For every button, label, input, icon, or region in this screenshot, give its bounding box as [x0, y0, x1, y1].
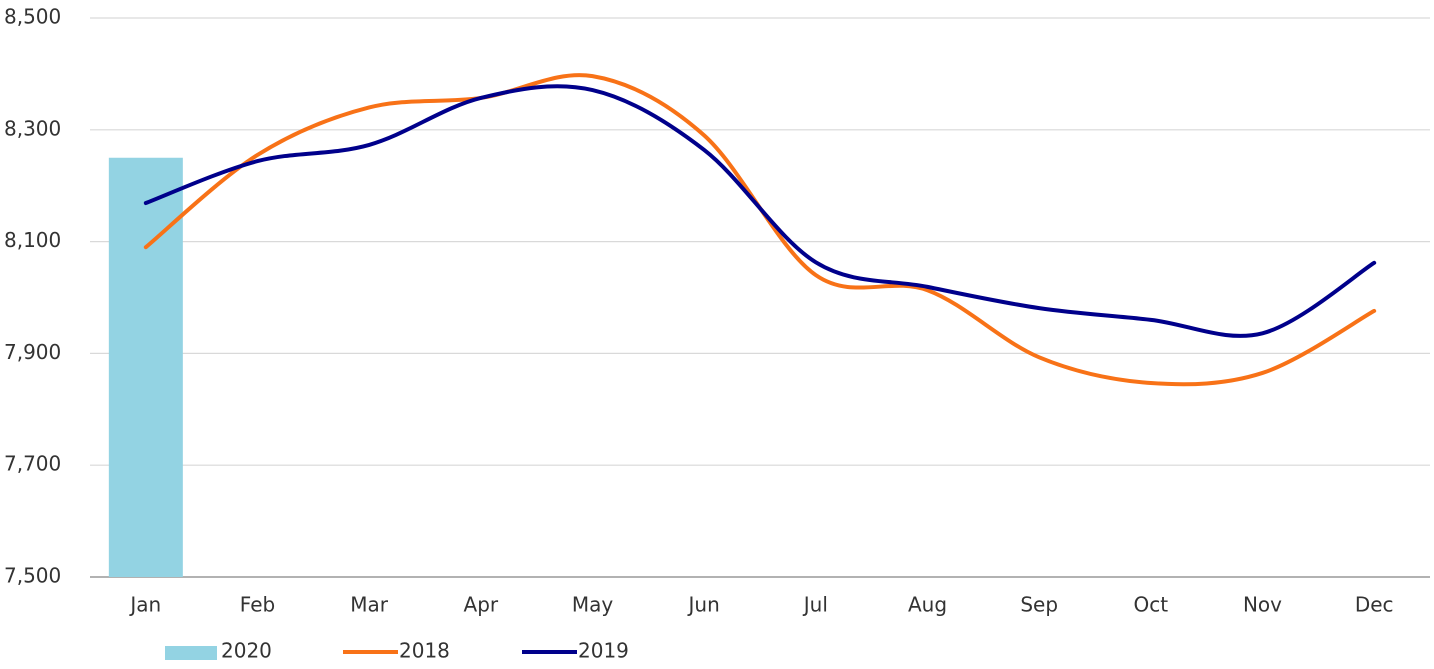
line [143, 73, 1377, 387]
legend-label: 2019 [578, 639, 629, 663]
y-tick-label: 7,700 [4, 452, 61, 476]
x-tick-label: Oct [1134, 593, 1169, 617]
legend-label: 2020 [221, 639, 272, 663]
legend-swatch [165, 646, 217, 660]
x-tick-label: Nov [1243, 593, 1282, 617]
x-tick-label: Dec [1355, 593, 1394, 617]
x-tick-label: Jan [128, 593, 161, 617]
line [143, 84, 1377, 338]
y-tick-label: 7,900 [4, 340, 61, 364]
y-tick-label: 7,500 [4, 564, 61, 588]
x-tick-label: May [572, 593, 614, 617]
x-tick-label: Sep [1020, 593, 1058, 617]
y-tick-label: 8,500 [4, 5, 61, 29]
x-tick-label: Apr [464, 593, 499, 617]
x-tick-label: Mar [350, 593, 389, 617]
x-tick-label: Jun [687, 593, 720, 617]
x-tick-label: Feb [240, 593, 275, 617]
legend-label: 2018 [399, 639, 450, 663]
y-tick-label: 8,100 [4, 228, 61, 252]
x-tick-label: Aug [908, 593, 947, 617]
y-tick-label: 8,300 [4, 116, 61, 140]
bar [108, 157, 183, 577]
x-tick-label: Jul [802, 593, 828, 617]
